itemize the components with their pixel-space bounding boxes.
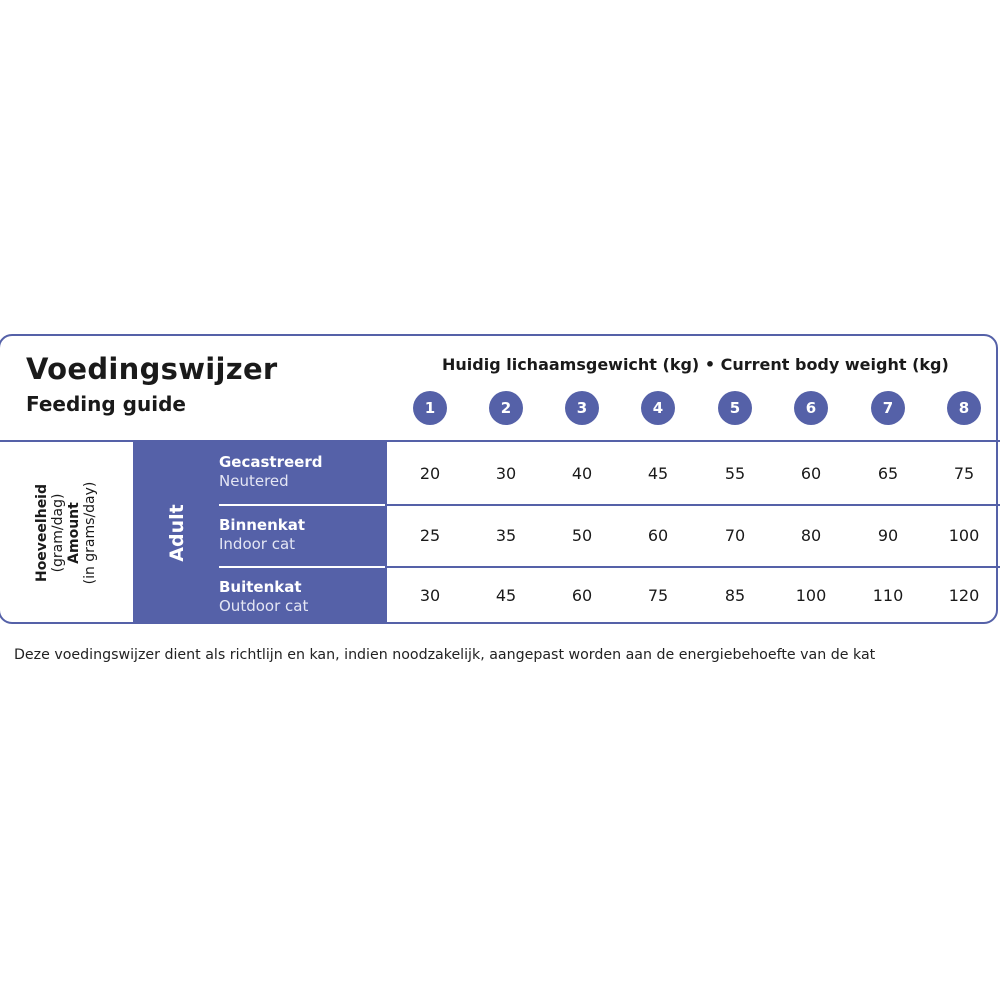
table-cell: 100 [795, 585, 827, 605]
table-cell: 35 [495, 526, 517, 545]
table-cell: 120 [948, 585, 980, 605]
title: Voedingswijzer [26, 352, 278, 386]
table-cell: 25 [419, 526, 441, 545]
row-label: Buitenkat Outdoor cat [219, 578, 308, 616]
weight-badge: 8 [947, 391, 981, 425]
table-cell: 60 [800, 463, 822, 483]
row-label-en: Outdoor cat [219, 597, 309, 615]
table-cell: 65 [877, 463, 899, 483]
weight-badge: 6 [794, 391, 828, 425]
table-cell: 85 [724, 585, 746, 605]
feeding-guide-table [0, 334, 998, 624]
amount-unit-nl: (gram/dag) [50, 493, 66, 573]
weight-badge: 5 [718, 391, 752, 425]
row-divider [385, 566, 1000, 568]
row-label-en: Indoor cat [219, 535, 296, 553]
weight-badge: 7 [871, 391, 905, 425]
column-divider [385, 442, 387, 624]
amount-label: Hoeveelheid (gram/dag) Amount (in grams/… [34, 482, 98, 585]
weight-header: Huidig lichaamsgewicht (kg) • Current bo… [442, 355, 949, 374]
row-divider [385, 504, 1000, 506]
weight-badge: 2 [489, 391, 523, 425]
header-divider [0, 440, 1000, 442]
amount-label-nl: Hoeveelheid [34, 483, 50, 583]
group-label: Adult [166, 504, 188, 562]
table-cell: 45 [495, 585, 517, 605]
table-cell: 40 [571, 463, 593, 483]
table-cell: 30 [495, 463, 517, 483]
category-column [133, 442, 385, 624]
table-cell: 70 [724, 526, 746, 545]
weight-badge: 3 [565, 391, 599, 425]
table-cell: 60 [647, 526, 669, 545]
weight-badge: 1 [413, 391, 447, 425]
table-cell: 55 [724, 463, 746, 483]
row-label: Binnenkat Indoor cat [219, 516, 305, 554]
table-cell: 90 [877, 526, 899, 545]
table-cell: 20 [419, 463, 441, 483]
row-label-en: Neutered [219, 472, 289, 490]
table-cell: 80 [800, 526, 822, 545]
table-cell: 75 [647, 585, 669, 605]
table-cell: 110 [872, 585, 904, 605]
table-cell: 100 [948, 526, 980, 545]
table-cell: 60 [571, 585, 593, 605]
row-label-nl: Gecastreerd [219, 453, 323, 471]
row-divider [219, 566, 385, 568]
row-label: Gecastreerd Neutered [219, 453, 322, 491]
row-label-nl: Buitenkat [219, 578, 302, 596]
table-cell: 50 [571, 526, 593, 545]
row-divider [219, 504, 385, 506]
row-label-nl: Binnenkat [219, 516, 306, 534]
table-cell: 75 [953, 463, 975, 483]
table-cell: 30 [419, 585, 441, 605]
amount-label-en: Amount [66, 502, 82, 564]
weight-badge: 4 [641, 391, 675, 425]
amount-unit-en: (in grams/day) [82, 481, 98, 585]
table-cell: 45 [647, 463, 669, 483]
subtitle: Feeding guide [26, 392, 186, 416]
footnote: Deze voedingswijzer dient als richtlijn … [14, 647, 876, 663]
